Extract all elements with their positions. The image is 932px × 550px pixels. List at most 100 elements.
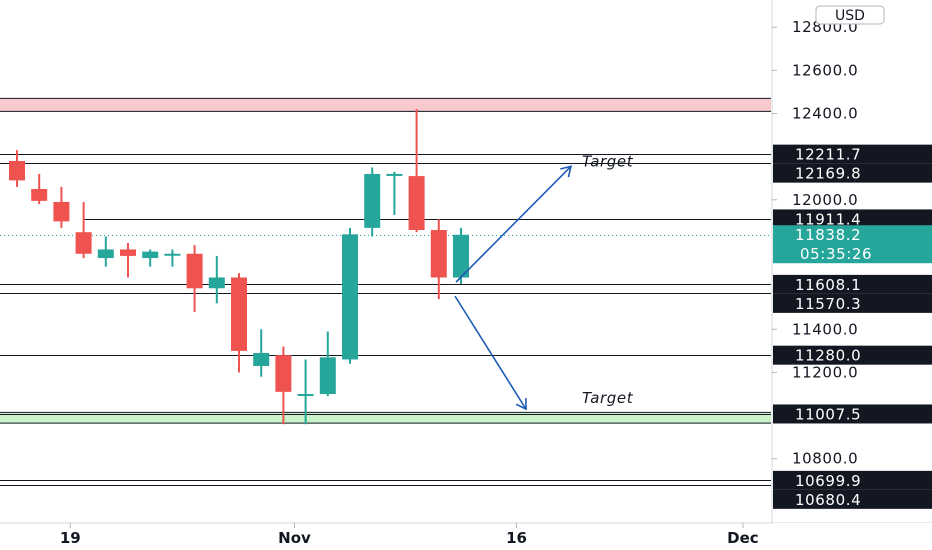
candle-body bbox=[453, 234, 469, 278]
target-label[interactable]: Target bbox=[582, 389, 634, 407]
price-tick-label: 12400.0 bbox=[792, 105, 858, 123]
axis-corner bbox=[773, 523, 932, 550]
candle-body bbox=[430, 230, 447, 278]
currency-button[interactable]: USD bbox=[815, 5, 885, 25]
candle[interactable] bbox=[342, 227, 358, 364]
candle[interactable] bbox=[75, 201, 92, 259]
candle[interactable] bbox=[453, 227, 469, 284]
arrow-down-shaft bbox=[454, 295, 527, 410]
candle[interactable] bbox=[53, 186, 70, 228]
candle-body bbox=[9, 160, 25, 181]
candle[interactable] bbox=[408, 109, 425, 233]
candle[interactable] bbox=[208, 255, 225, 304]
level-price-label-bg bbox=[773, 209, 932, 229]
time-tick-label: Dec bbox=[727, 529, 759, 547]
zones-layer bbox=[0, 97, 771, 424]
arrow-down-head bbox=[515, 398, 527, 411]
candle-body bbox=[386, 173, 403, 176]
level-price-label-bg bbox=[773, 489, 932, 509]
price-tick-label: 12600.0 bbox=[792, 61, 858, 79]
candle-body bbox=[142, 251, 159, 259]
resistance-zone bbox=[0, 98, 771, 112]
level-price-label-text: 11280.0 bbox=[795, 347, 861, 365]
candle-body bbox=[164, 253, 181, 256]
candle-body bbox=[186, 253, 203, 289]
candle-body bbox=[275, 355, 292, 392]
levels-layer bbox=[0, 154, 771, 486]
level-price-label[interactable]: 11608.1 bbox=[773, 274, 932, 294]
level-price-label[interactable]: 12169.8 bbox=[773, 163, 932, 183]
level-price-label-bg bbox=[773, 293, 932, 313]
candle[interactable] bbox=[231, 273, 247, 373]
arrow-up-shaft bbox=[455, 165, 572, 283]
countdown-text: 05:35:26 bbox=[800, 245, 872, 263]
target-label[interactable]: Target bbox=[582, 152, 634, 170]
level-price-label-text: 11608.1 bbox=[795, 276, 861, 294]
current-price-label[interactable]: 11838.205:35:26 bbox=[773, 225, 932, 264]
candle-body bbox=[120, 249, 136, 256]
time-tick-label: 16 bbox=[506, 529, 527, 547]
candle[interactable] bbox=[120, 242, 136, 278]
level-price-label[interactable]: 11007.5 bbox=[773, 404, 932, 424]
level-price-label[interactable]: 11280.0 bbox=[773, 345, 932, 365]
level-price-label-text: 11007.5 bbox=[795, 405, 861, 423]
level-price-label[interactable]: 11911.4 bbox=[773, 209, 932, 229]
support-zone bbox=[0, 412, 771, 424]
level-price-label-bg bbox=[773, 345, 932, 365]
price-tick-label: 10800.0 bbox=[792, 450, 858, 468]
level-price-label-bg bbox=[773, 274, 932, 294]
annotations-layer: Target Target bbox=[582, 152, 634, 407]
price-tick-label: 12000.0 bbox=[792, 191, 858, 209]
level-price-label-text: 10699.9 bbox=[795, 472, 861, 490]
arrow-down[interactable] bbox=[454, 295, 527, 411]
candle-body bbox=[364, 173, 381, 228]
candle[interactable] bbox=[297, 359, 314, 425]
candle-body bbox=[97, 249, 114, 259]
candle[interactable] bbox=[430, 219, 447, 300]
candle[interactable] bbox=[164, 249, 181, 267]
level-price-label[interactable]: 10699.9 bbox=[773, 470, 932, 490]
level-price-label[interactable]: 12211.7 bbox=[773, 144, 932, 164]
level-price-label-bg bbox=[773, 470, 932, 490]
candle-body bbox=[253, 353, 270, 366]
level-price-label-bg bbox=[773, 404, 932, 424]
time-tick-label: 19 bbox=[60, 529, 81, 547]
candle-body bbox=[297, 394, 314, 397]
candle[interactable] bbox=[186, 245, 203, 313]
level-price-label[interactable]: 10680.4 bbox=[773, 489, 932, 509]
time-tick-label: Nov bbox=[278, 529, 311, 547]
time-axis[interactable]: 19 Nov 16 Dec bbox=[60, 523, 932, 550]
level-price-label-text: 11911.4 bbox=[795, 210, 861, 228]
level-price-label-bg bbox=[773, 144, 932, 164]
candle[interactable] bbox=[364, 167, 381, 237]
candle-body bbox=[408, 176, 425, 231]
candle[interactable] bbox=[9, 150, 25, 187]
candle-body bbox=[319, 357, 336, 395]
level-price-label-text: 12211.7 bbox=[795, 146, 861, 164]
candles-layer bbox=[9, 109, 469, 425]
candle[interactable] bbox=[253, 329, 270, 377]
candle[interactable] bbox=[142, 249, 159, 267]
currency-label: USD bbox=[835, 8, 865, 24]
level-price-label[interactable]: 11570.3 bbox=[773, 293, 932, 313]
price-tick-label: 11400.0 bbox=[792, 320, 858, 338]
price-tick-label: 11200.0 bbox=[792, 363, 858, 381]
candle-body bbox=[31, 189, 48, 201]
price-axis[interactable]: 12800.012600.012400.012000.011400.011200… bbox=[772, 18, 858, 468]
candle[interactable] bbox=[275, 346, 292, 425]
level-price-label-text: 12169.8 bbox=[795, 165, 861, 183]
candle-body bbox=[75, 232, 92, 254]
level-price-label-text: 11570.3 bbox=[795, 295, 861, 313]
arrow-up[interactable] bbox=[455, 165, 573, 283]
candle-body bbox=[231, 277, 247, 351]
candle[interactable] bbox=[386, 171, 403, 215]
level-price-label-bg bbox=[773, 163, 932, 183]
arrows-layer bbox=[454, 165, 573, 411]
candle[interactable] bbox=[97, 236, 114, 267]
candle[interactable] bbox=[31, 173, 48, 205]
candle[interactable] bbox=[319, 331, 336, 397]
current-price-text: 11838.2 bbox=[795, 226, 861, 244]
arrow-up-head bbox=[560, 165, 573, 178]
